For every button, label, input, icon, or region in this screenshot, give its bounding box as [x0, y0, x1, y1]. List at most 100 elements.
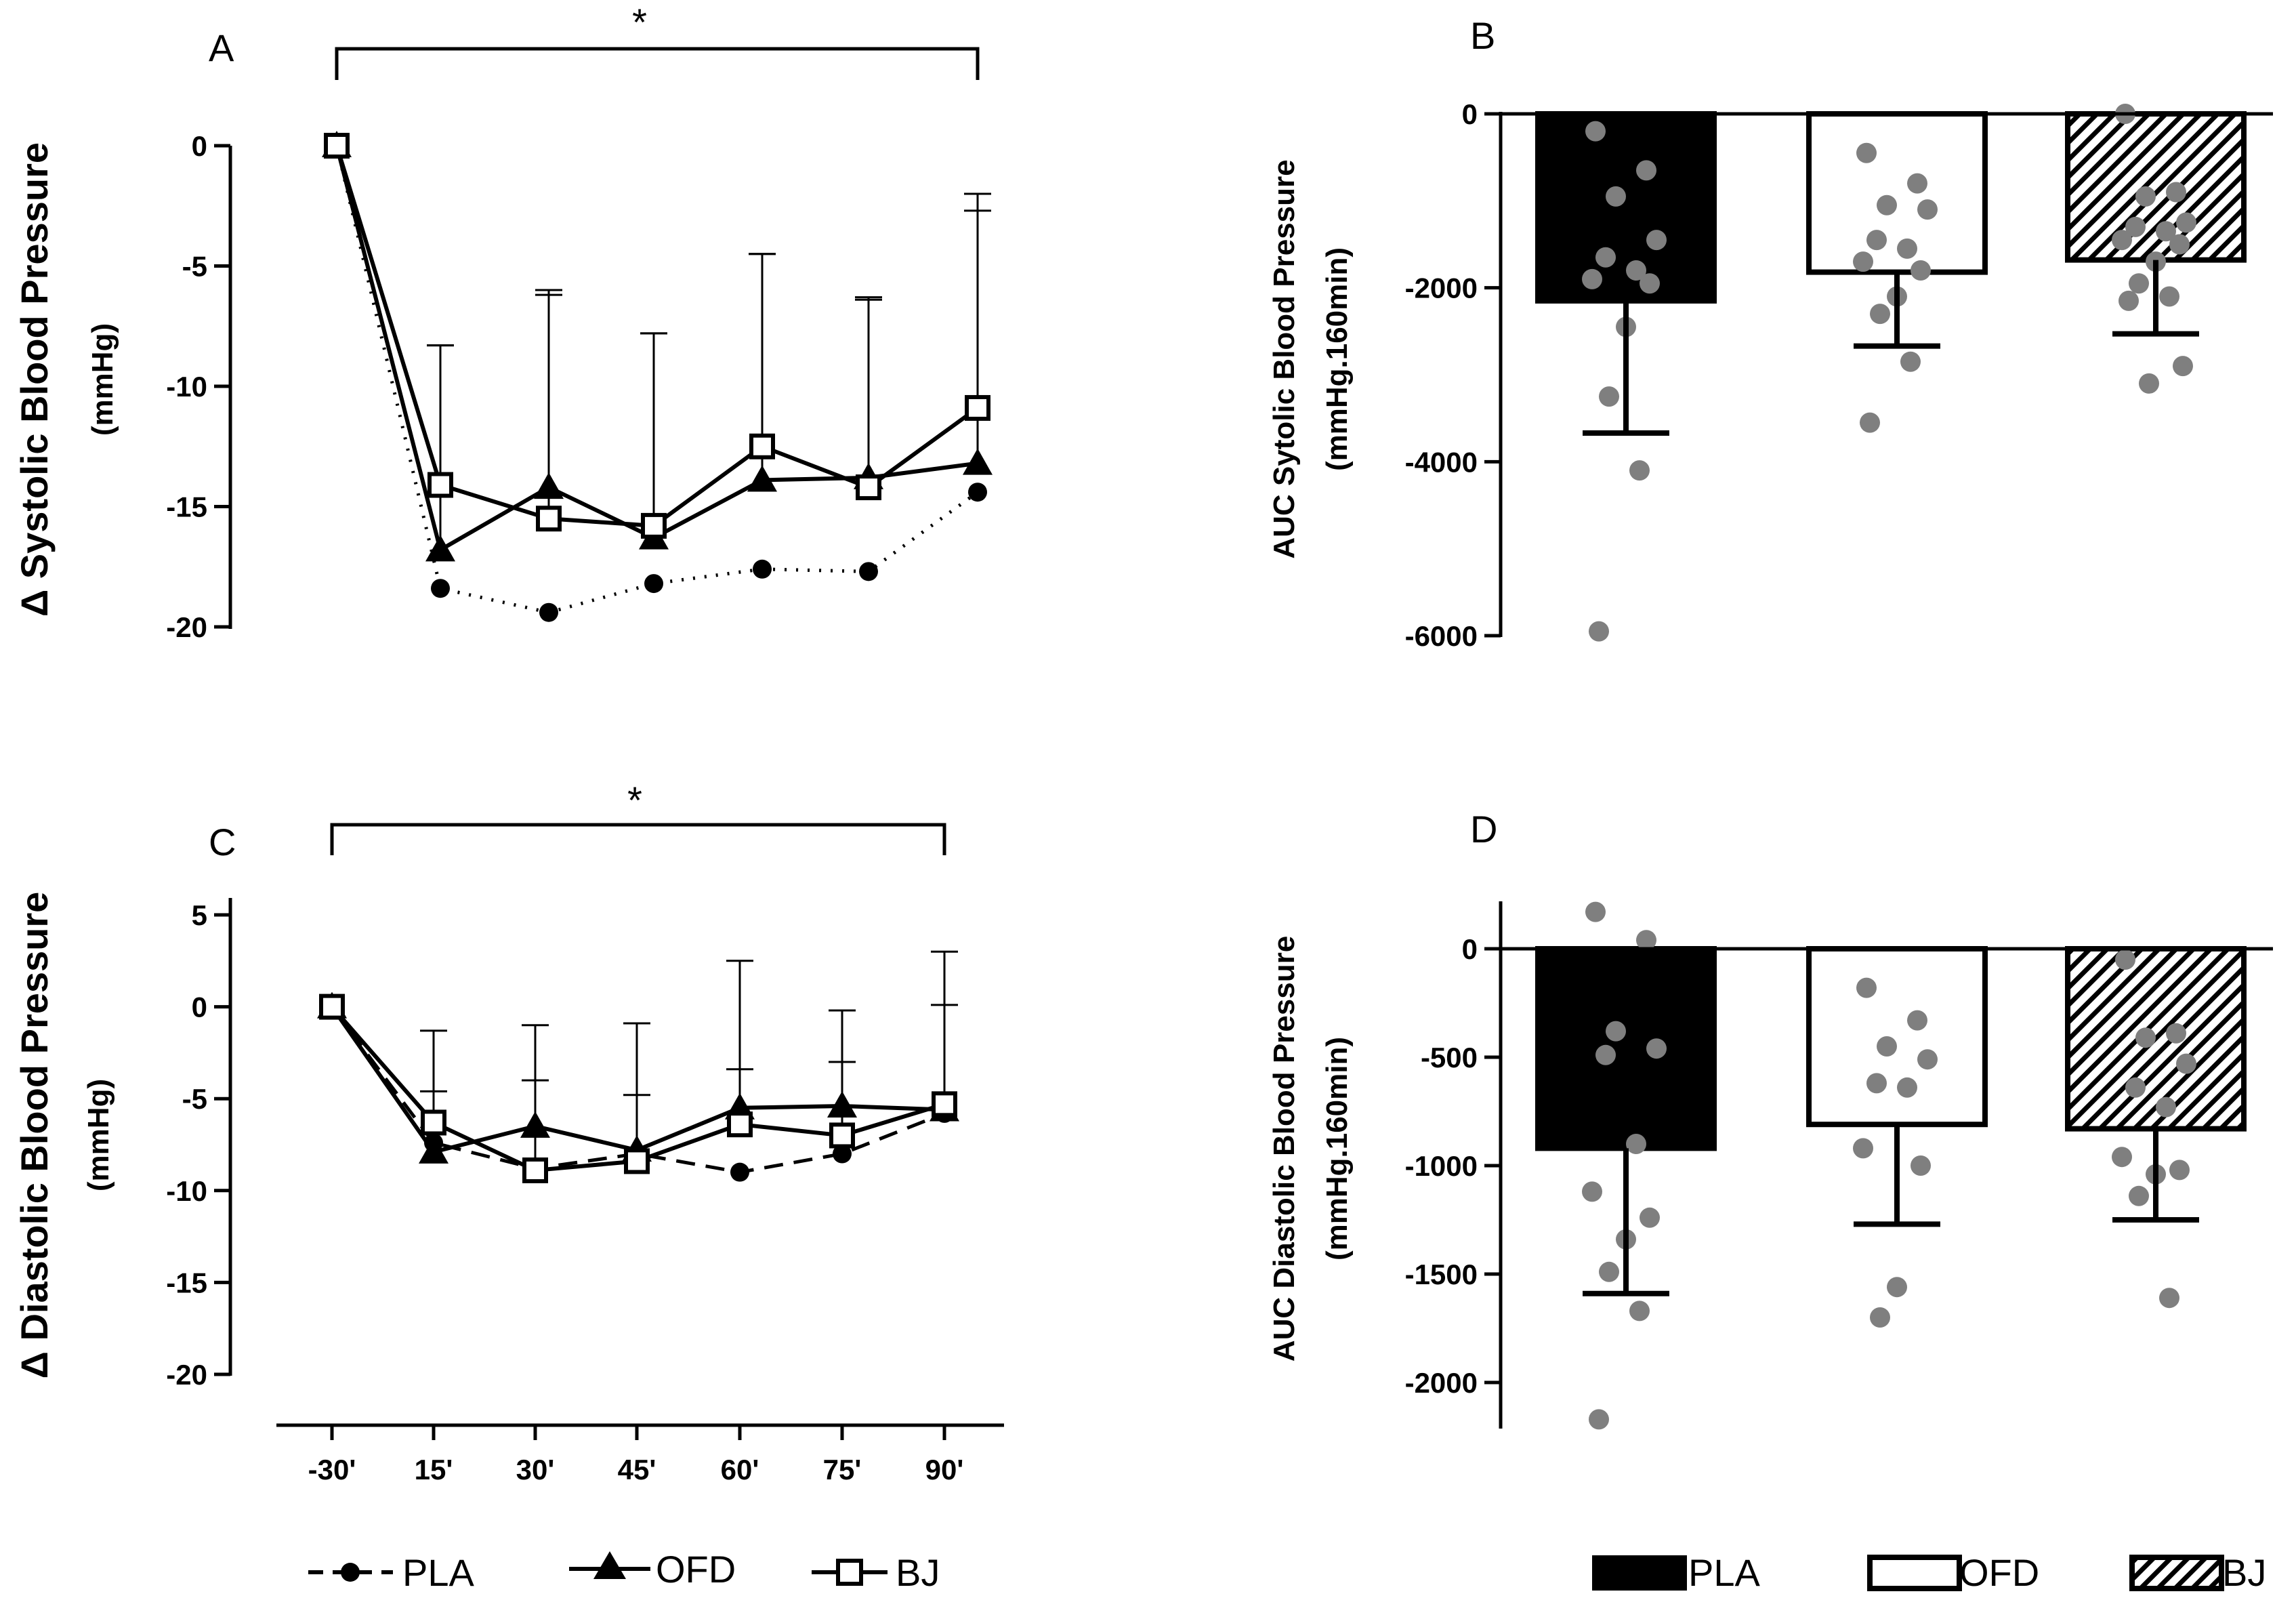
c-bj-marker — [319, 993, 345, 1020]
c-pla-marker — [730, 1162, 749, 1182]
d-point-ofd — [1856, 977, 1877, 998]
panel-c-significance-star: * — [627, 779, 642, 821]
panel-b-y-ticks: 0 -2000 -4000 -6000 — [1405, 98, 1501, 652]
panel-d-label: D — [1470, 808, 1497, 851]
b-point-pla — [1595, 247, 1616, 268]
legend-item-bj-bar: BJ — [2129, 1551, 2266, 1594]
a-pla-marker — [644, 574, 663, 594]
b-point-bj — [2159, 286, 2179, 307]
panel-c-y-axis-unit: (mmHg) — [82, 1079, 115, 1191]
b-bar-pla — [1535, 111, 1717, 304]
d-point-bj — [2115, 949, 2135, 970]
b-point-ofd — [1911, 260, 1931, 281]
a-bj-marker — [324, 133, 350, 159]
a-ofd-marker — [747, 465, 777, 492]
legend-bj-label: BJ — [896, 1551, 940, 1594]
b-bar-bj — [2065, 111, 2247, 263]
a-ofd-marker — [425, 535, 455, 562]
d-point-bj — [2176, 1053, 2196, 1074]
c-bj-marker — [421, 1109, 446, 1136]
b-point-pla — [1582, 268, 1602, 289]
b-point-ofd — [1897, 238, 1917, 259]
b-y-tick-label: -2000 — [1405, 272, 1478, 304]
c-x-tick-label: -30' — [308, 1454, 356, 1486]
b-point-pla — [1589, 621, 1609, 642]
a-bj-line — [335, 145, 979, 528]
legend-pla-solid-swatch-icon — [1592, 1555, 1687, 1591]
b-point-pla — [1585, 121, 1606, 142]
d-point-bj — [2169, 1160, 2190, 1181]
panel-b-y-axis-title: AUC Sytolic Blood Pressure — [1268, 159, 1301, 558]
panel-a-y-axis-unit: (mmHg) — [86, 323, 119, 436]
b-point-ofd — [1856, 142, 1877, 163]
b-point-pla — [1636, 160, 1656, 181]
d-point-bj — [2166, 1023, 2186, 1044]
a-pla-marker — [539, 602, 558, 622]
d-point-pla — [1599, 1261, 1619, 1282]
legend-item-ofd-bar: OFD — [1867, 1551, 2039, 1594]
panel-a-significance-bracket — [335, 47, 980, 80]
d-point-bj — [2159, 1288, 2179, 1309]
b-point-pla — [1640, 273, 1660, 294]
a-bj-marker — [536, 506, 562, 532]
c-bj-marker — [727, 1111, 753, 1138]
legend-pla-bar-label: PLA — [1688, 1551, 1760, 1594]
panel-a-y-ticks: 0 -5 -10 -15 -20 — [166, 130, 230, 643]
c-bj-marker — [932, 1091, 957, 1118]
d-bar-bj — [2065, 946, 2247, 1132]
panel-d-bars — [1535, 946, 2247, 1151]
d-point-bj — [2156, 1097, 2176, 1118]
c-y-tick-label: -5 — [182, 1083, 207, 1115]
panel-a-error-bars — [427, 192, 991, 550]
b-point-bj — [2166, 182, 2186, 203]
panel-a-label: A — [209, 26, 234, 69]
c-bj-marker — [829, 1122, 855, 1149]
b-point-pla — [1606, 186, 1626, 207]
b-point-bj — [2173, 356, 2193, 377]
panel-c-markers — [317, 991, 959, 1183]
legend-bj-bar-label: BJ — [2222, 1551, 2266, 1594]
a-bj-marker — [749, 433, 775, 459]
b-point-ofd — [1917, 199, 1938, 220]
d-point-pla — [1582, 1181, 1602, 1202]
panel-d-error-bars — [1583, 1124, 2199, 1296]
a-ofd-marker — [963, 448, 993, 475]
b-point-pla — [1629, 460, 1650, 481]
d-point-ofd — [1917, 1049, 1938, 1070]
b-point-ofd — [1907, 173, 1927, 194]
d-point-pla — [1646, 1038, 1667, 1059]
a-pla-marker — [753, 559, 772, 579]
d-y-tick-label: -500 — [1421, 1042, 1478, 1073]
d-point-pla — [1595, 1044, 1616, 1065]
a-pla-marker — [859, 562, 878, 581]
panel-c-x-ticks: -30' 15' 30' 45' 60' 75' 90' — [308, 1425, 963, 1486]
b-y-tick-label: -6000 — [1405, 620, 1478, 652]
panel-c-y-ticks: 5 0 -5 -10 -15 -20 — [166, 899, 230, 1391]
d-point-ofd — [1870, 1307, 1890, 1328]
b-y-tick-label: -4000 — [1405, 446, 1478, 478]
d-point-ofd — [1877, 1036, 1897, 1057]
b-point-pla — [1646, 230, 1667, 251]
b-point-ofd — [1853, 251, 1873, 272]
panel-b-error-bars — [1583, 260, 2199, 436]
legend-ofd-bar-label: OFD — [1959, 1551, 2039, 1594]
panel-b-bars — [1535, 111, 2247, 304]
b-point-bj — [2118, 290, 2139, 311]
c-y-tick-label: 0 — [192, 991, 207, 1023]
legend-bj-square-icon — [836, 1559, 863, 1586]
c-x-tick-label: 60' — [721, 1454, 759, 1486]
panel-a-markers — [322, 131, 993, 622]
a-y-tick-label: -15 — [166, 491, 207, 523]
legend-ofd-triangle-icon — [593, 1551, 626, 1579]
d-point-bj — [2135, 1027, 2156, 1048]
c-x-tick-label: 75' — [823, 1454, 862, 1486]
panel-d-y-axis-unit: (mmHg.160min) — [1320, 1037, 1354, 1261]
c-ofd-marker — [419, 1136, 448, 1164]
b-point-bj — [2176, 212, 2196, 233]
d-point-ofd — [1907, 1010, 1927, 1031]
b-point-pla — [1599, 386, 1619, 407]
c-x-tick-label: 45' — [618, 1454, 656, 1486]
d-point-ofd — [1866, 1073, 1887, 1094]
d-point-bj — [2129, 1185, 2149, 1206]
